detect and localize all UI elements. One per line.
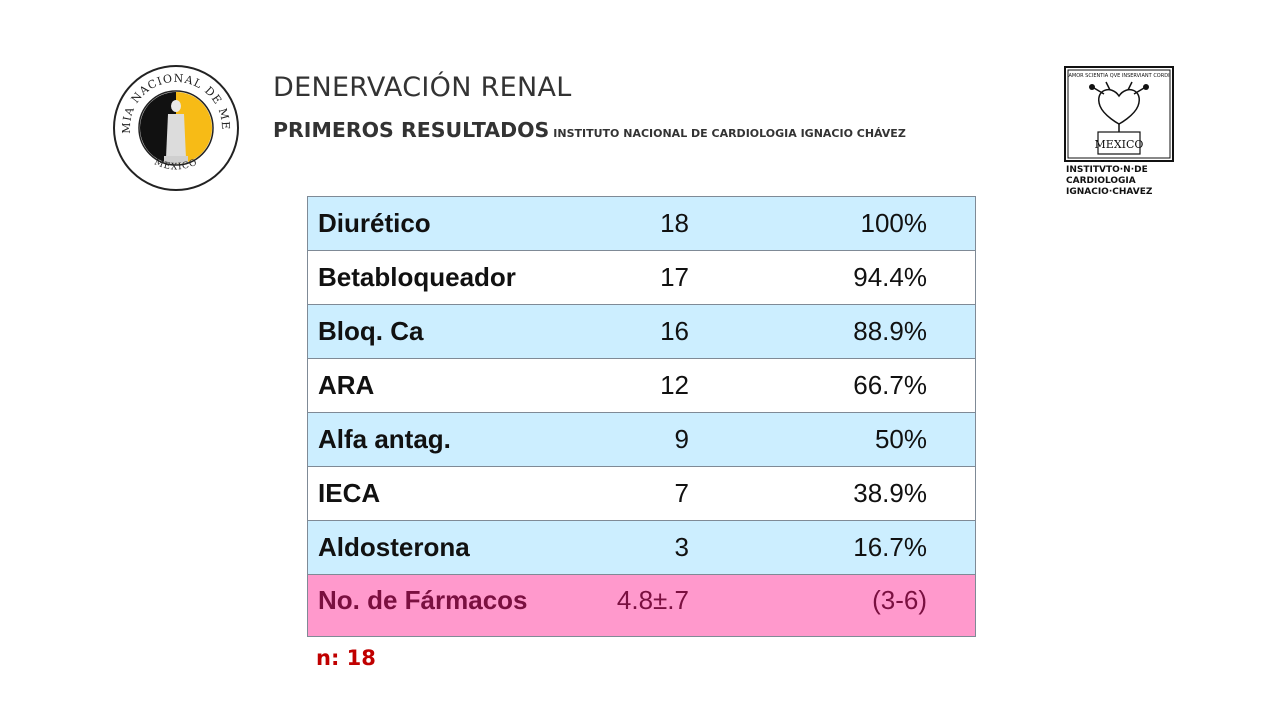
logo-motto: AMOR SCIENTIA QVE INSERVIANT CORDI xyxy=(1068,73,1169,79)
table-row: ARA 12 66.7% xyxy=(308,359,975,413)
drug-name: Bloq. Ca xyxy=(318,316,424,346)
drug-count: 7 xyxy=(674,478,689,508)
page-subtitle: PRIMEROS RESULTADOS INSTITUTO NACIONAL DE… xyxy=(273,118,906,142)
table-row: Aldosterona 3 16.7% xyxy=(308,521,975,575)
drug-count: 12 xyxy=(660,370,689,400)
drug-percent: 50% xyxy=(874,424,927,454)
subtitle-main: PRIMEROS RESULTADOS xyxy=(273,118,550,142)
table-row: Betabloqueador 17 94.4% xyxy=(308,251,975,305)
drug-percent: 94.4% xyxy=(853,262,927,292)
academia-nacional-medicina-logo: ACADEMIA NACIONAL DE MEDICINA MEXICO xyxy=(110,62,239,191)
instituto-cardiologia-logo: AMOR SCIENTIA QVE INSERVIANT CORDI MEXIC… xyxy=(1064,66,1174,197)
table-row: Diurético 18 100% xyxy=(308,197,975,251)
table-row: Bloq. Ca 16 88.9% xyxy=(308,305,975,359)
sample-size-note: n: 18 xyxy=(316,646,376,670)
subtitle-institution: INSTITUTO NACIONAL DE CARDIOLOGIA IGNACI… xyxy=(553,127,906,140)
drug-name: Aldosterona xyxy=(318,532,470,562)
drug-count: 16 xyxy=(660,316,689,346)
table-row: IECA 7 38.9% xyxy=(308,467,975,521)
table-total-row: No. de Fármacos 4.8±.7 (3-6) xyxy=(308,575,975,636)
total-range: (3-6) xyxy=(872,585,927,615)
logo-line2: CARDIOLOGIA xyxy=(1066,176,1136,186)
drug-percent: 16.7% xyxy=(853,532,927,562)
drug-percent: 88.9% xyxy=(853,316,927,346)
total-mean: 4.8±.7 xyxy=(616,585,689,615)
drug-name: Diurético xyxy=(318,208,431,238)
drug-count: 18 xyxy=(660,208,689,238)
drug-name: Betabloqueador xyxy=(318,262,516,292)
drug-name: ARA xyxy=(318,370,375,400)
drug-table: Diurético 18 100% Betabloqueador 17 94.4… xyxy=(307,196,976,637)
drug-percent: 100% xyxy=(860,208,928,238)
drug-count: 3 xyxy=(674,532,689,562)
logo-bottom-text: MEXICO xyxy=(153,157,199,172)
logo-country: MEXICO xyxy=(1095,138,1144,151)
drug-percent: 38.9% xyxy=(853,478,927,508)
page-title: DENERVACIÓN RENAL xyxy=(273,72,572,103)
drug-name: IECA xyxy=(318,478,381,508)
drug-percent: 66.7% xyxy=(853,370,927,400)
table-row: Alfa antag. 9 50% xyxy=(308,413,975,467)
drug-count: 9 xyxy=(674,424,689,454)
svg-text:MEXICO: MEXICO xyxy=(153,157,200,172)
drug-name: Alfa antag. xyxy=(318,424,451,454)
logo-line1: INSTITVTO·N·DE xyxy=(1066,165,1148,175)
drug-count: 17 xyxy=(660,262,689,292)
total-label: No. de Fármacos xyxy=(318,585,528,615)
logo-line3: IGNACIO·CHAVEZ xyxy=(1066,187,1153,197)
